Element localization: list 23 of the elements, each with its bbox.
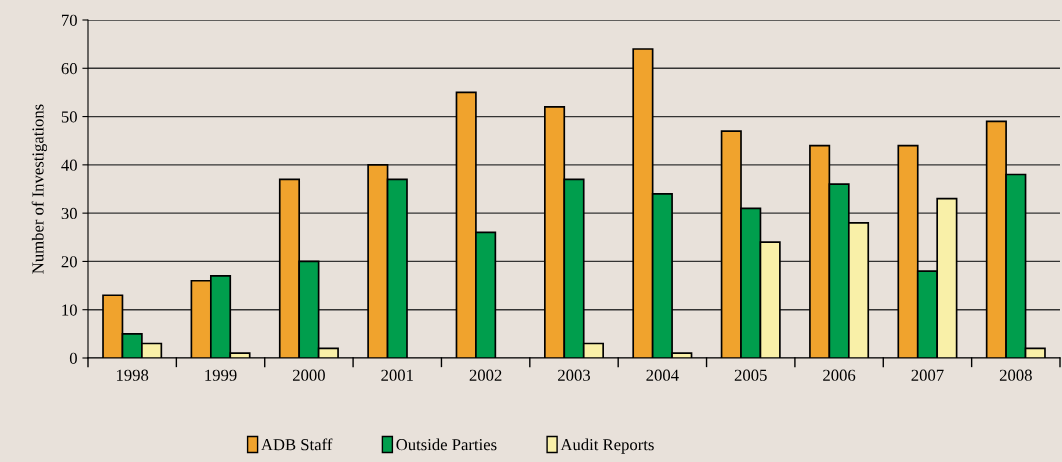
y-axis-title: Number of Investigations [31, 104, 48, 274]
y-tick-label: 40 [61, 159, 77, 171]
x-tick-label: 2007 [911, 369, 944, 381]
y-tick-label: 70 [62, 14, 77, 26]
x-tick-label: 1998 [116, 369, 149, 381]
x-tick-label: 2004 [646, 369, 679, 381]
x-tick-label: 2006 [823, 369, 856, 381]
x-tick-label: 2000 [292, 369, 325, 381]
y-tick-label: 0 [69, 352, 77, 364]
y-tick-label: 10 [62, 304, 77, 316]
x-tick-label: 2003 [558, 369, 591, 381]
y-tick-label: 30 [61, 207, 77, 220]
x-tick-label: 1999 [205, 369, 237, 381]
x-tick-label: 2008 [999, 369, 1032, 381]
legend-label: Outside Parties [396, 438, 497, 451]
y-tick-label: 50 [61, 111, 77, 123]
x-tick-label: 2005 [734, 369, 767, 381]
x-tick-label: 2002 [469, 369, 502, 381]
legend-label: ADB Staff [261, 438, 333, 451]
y-tick-label: 20 [61, 256, 77, 268]
x-tick-label: 2001 [381, 369, 413, 381]
legend-label: Audit Reports [560, 438, 654, 454]
y-tick-label: 60 [61, 62, 77, 75]
